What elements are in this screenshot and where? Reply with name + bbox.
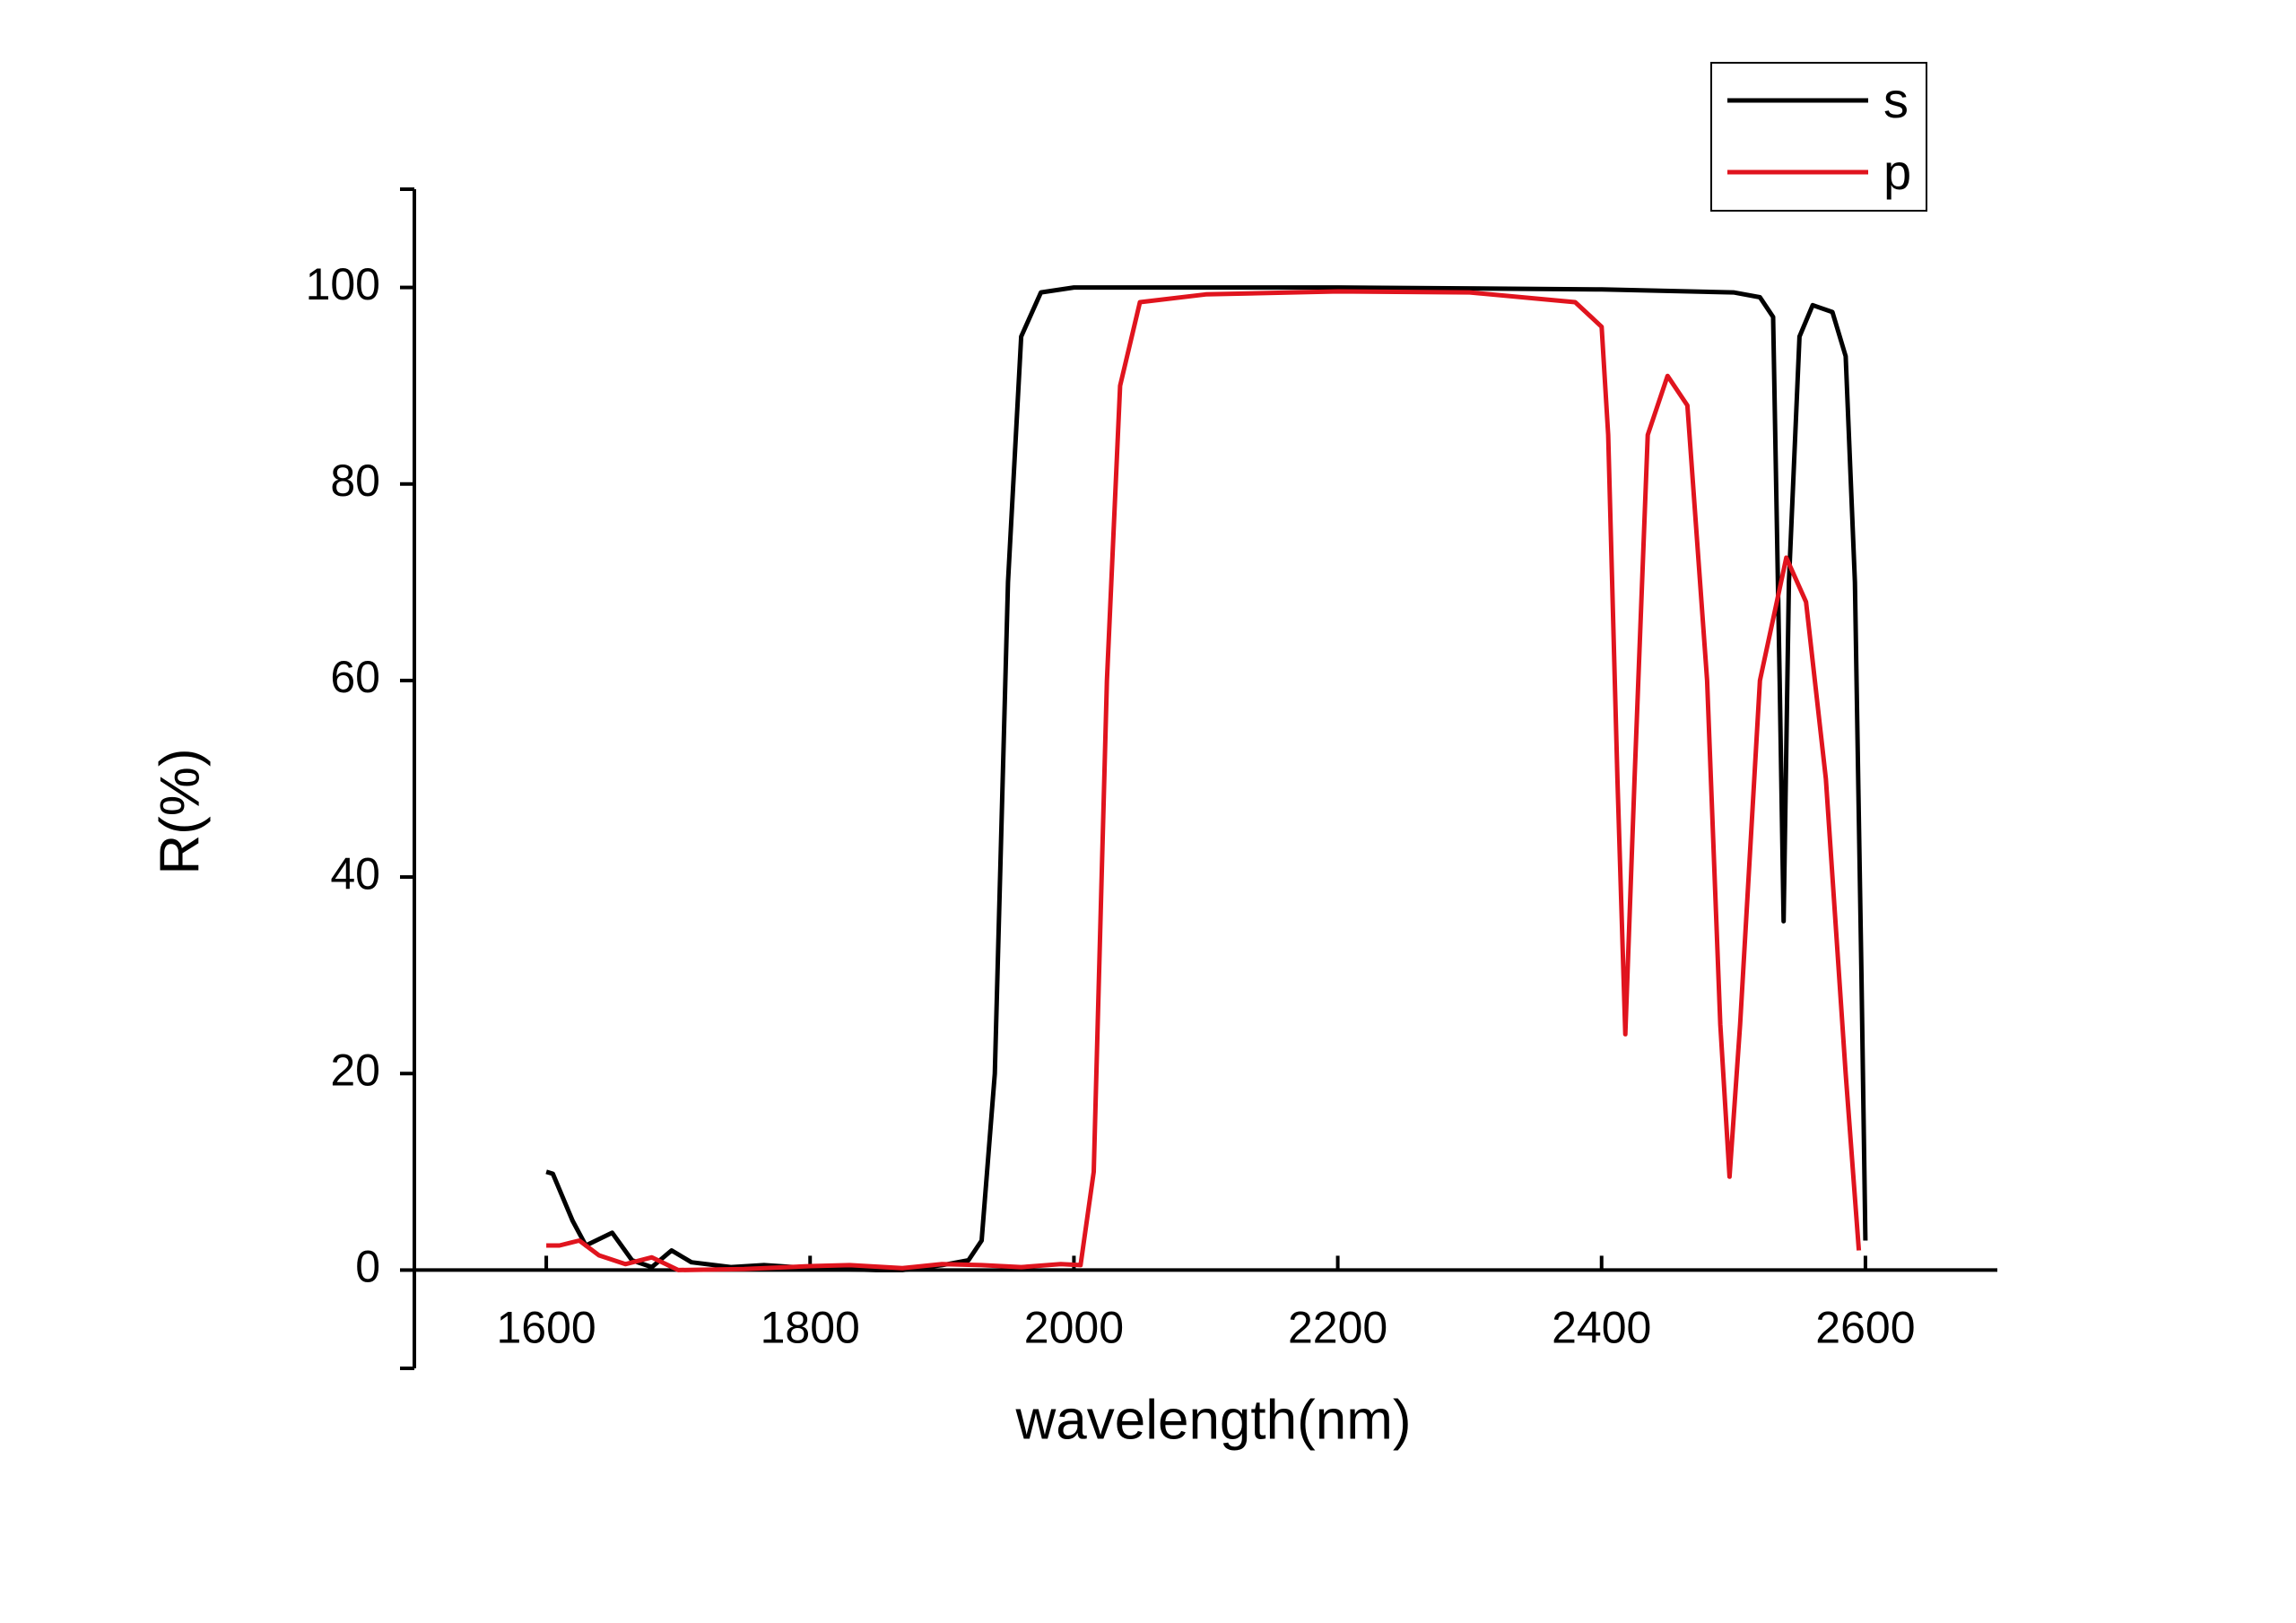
y-tick-label: 60 <box>330 652 380 702</box>
y-tick-label: 0 <box>355 1242 380 1292</box>
series-line <box>545 285 1868 1272</box>
x-tick-label: 1800 <box>761 1303 860 1353</box>
y-tick-label: 80 <box>330 456 380 506</box>
x-tick-label: 2400 <box>1552 1303 1651 1353</box>
y-tick-label: 40 <box>330 848 380 898</box>
x-tick-label: 2200 <box>1288 1303 1387 1353</box>
legend-label: s <box>1883 72 1909 128</box>
x-tick-label: 2600 <box>1815 1303 1915 1353</box>
x-axis-title: wavelength(nm) <box>1014 1389 1411 1451</box>
y-tick-label: 20 <box>330 1045 380 1095</box>
legend-label: p <box>1883 143 1911 200</box>
legend-box <box>1710 62 1927 212</box>
series-line <box>546 289 1862 1272</box>
x-tick-label: 2000 <box>1024 1303 1124 1353</box>
y-tick-label: 100 <box>306 259 380 309</box>
x-tick-label: 1600 <box>496 1303 596 1353</box>
y-axis-title: R(%) <box>149 748 211 874</box>
